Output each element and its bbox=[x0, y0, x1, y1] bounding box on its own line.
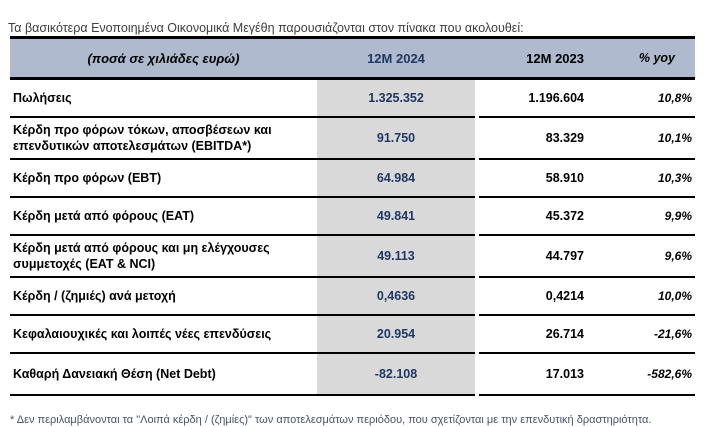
column-gap bbox=[475, 160, 479, 198]
value-12m-2024: 64.984 bbox=[317, 160, 475, 198]
column-gap bbox=[475, 198, 479, 236]
table-header-row: (ποσά σε χιλιάδες ευρώ) 12M 2024 12M 202… bbox=[10, 36, 695, 80]
value-yoy: 10,8% bbox=[590, 80, 695, 118]
header-yoy: % yoy bbox=[638, 51, 675, 65]
header-units-label: (ποσά σε χιλιάδες ευρώ) bbox=[87, 50, 240, 66]
row-label: Κέρδη προ φόρων (EBT) bbox=[10, 160, 317, 198]
value-yoy: 9,9% bbox=[590, 198, 695, 236]
header-12m-2024: 12M 2024 bbox=[367, 50, 425, 66]
column-gap bbox=[475, 236, 479, 278]
value-12m-2023: 1.196.604 bbox=[479, 80, 590, 118]
value-12m-2023: 17.013 bbox=[479, 354, 590, 396]
value-12m-2023: 26.714 bbox=[479, 316, 590, 354]
row-label: Κεφαλαιουχικές και λοιπές νέες επενδύσει… bbox=[10, 316, 317, 354]
column-gap bbox=[475, 278, 479, 316]
intro-text: Τα βασικότερα Ενοποιημένα Οικονομικά Μεγ… bbox=[8, 20, 524, 35]
column-gap bbox=[475, 316, 479, 354]
value-12m-2024: -82.108 bbox=[317, 354, 475, 396]
table-row-ebitda: Κέρδη προ φόρων τόκων, αποσβέσεων και επ… bbox=[10, 118, 695, 160]
value-12m-2024: 1.325.352 bbox=[317, 80, 475, 118]
value-yoy: 10,3% bbox=[590, 160, 695, 198]
value-yoy: -582,6% bbox=[590, 354, 695, 396]
value-12m-2024: 20.954 bbox=[317, 316, 475, 354]
value-yoy: -21,6% bbox=[590, 316, 695, 354]
row-label: Κέρδη / (ζημιές) ανά μετοχή bbox=[10, 278, 317, 316]
value-12m-2024: 91.750 bbox=[317, 118, 475, 160]
table-row-eat: Κέρδη μετά από φόρους (EAT) 49.841 45.37… bbox=[10, 198, 695, 236]
footnote-text: * Δεν περιλαμβάνονται τα "Λοιπά κέρδη / … bbox=[10, 414, 652, 426]
value-12m-2023: 44.797 bbox=[479, 236, 590, 278]
financial-summary-table: (ποσά σε χιλιάδες ευρώ) 12M 2024 12M 202… bbox=[10, 36, 695, 396]
column-gap bbox=[475, 80, 479, 118]
value-12m-2024: 49.113 bbox=[317, 236, 475, 278]
table-row-eps: Κέρδη / (ζημιές) ανά μετοχή 0,4636 0,421… bbox=[10, 278, 695, 316]
header-12m-2023: 12M 2023 bbox=[526, 50, 584, 66]
value-12m-2023: 58.910 bbox=[479, 160, 590, 198]
row-label: Κέρδη προ φόρων τόκων, αποσβέσεων και επ… bbox=[10, 118, 317, 160]
value-yoy: 10,1% bbox=[590, 118, 695, 160]
value-12m-2024: 49.841 bbox=[317, 198, 475, 236]
column-gap bbox=[475, 354, 479, 396]
column-gap bbox=[475, 118, 479, 160]
table-row-ebt: Κέρδη προ φόρων (EBT) 64.984 58.910 10,3… bbox=[10, 160, 695, 198]
row-label: Κέρδη μετά από φόρους και μη ελέγχουσες … bbox=[10, 236, 317, 278]
row-label: Πωλήσεις bbox=[10, 80, 317, 118]
value-12m-2023: 45.372 bbox=[479, 198, 590, 236]
table-row-net-debt: Καθαρή Δανειακή Θέση (Net Debt) -82.108 … bbox=[10, 354, 695, 396]
table-row-eat-nci: Κέρδη μετά από φόρους και μη ελέγχουσες … bbox=[10, 236, 695, 278]
value-yoy: 10,0% bbox=[590, 278, 695, 316]
table-row-capex: Κεφαλαιουχικές και λοιπές νέες επενδύσει… bbox=[10, 316, 695, 354]
row-label: Κέρδη μετά από φόρους (EAT) bbox=[10, 198, 317, 236]
value-12m-2023: 0,4214 bbox=[479, 278, 590, 316]
row-label: Καθαρή Δανειακή Θέση (Net Debt) bbox=[10, 354, 317, 396]
value-12m-2024: 0,4636 bbox=[317, 278, 475, 316]
table-row-sales: Πωλήσεις 1.325.352 1.196.604 10,8% bbox=[10, 80, 695, 118]
value-12m-2023: 83.329 bbox=[479, 118, 590, 160]
value-yoy: 9,6% bbox=[590, 236, 695, 278]
